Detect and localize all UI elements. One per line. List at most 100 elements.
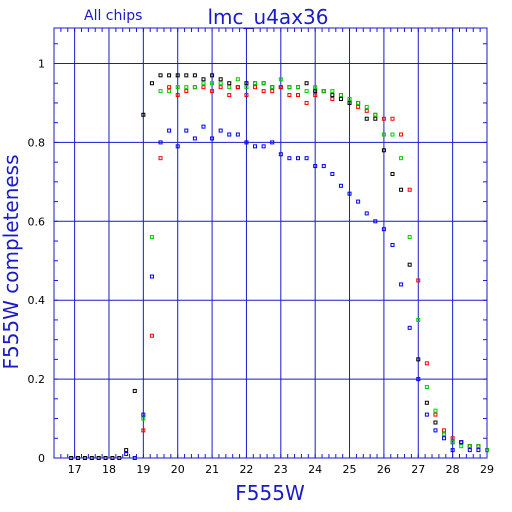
data-point-blue (424, 412, 429, 417)
data-point-blue (201, 124, 206, 129)
data-point-blue (373, 219, 378, 224)
data-point-black (304, 81, 309, 86)
data-point-blue (261, 144, 266, 149)
x-tick-label: 25 (343, 463, 357, 476)
data-point-black (364, 116, 369, 121)
data-point-green (304, 89, 309, 94)
data-point-red (304, 100, 309, 105)
x-tick-label: 26 (377, 463, 391, 476)
data-point-black (227, 81, 232, 86)
data-point-black (124, 448, 129, 453)
data-point-green (459, 444, 464, 449)
data-point-black (201, 77, 206, 82)
data-point-red (450, 436, 455, 441)
data-point-green (253, 81, 258, 86)
chart-title: lmc_u4ax36 (208, 5, 329, 29)
data-point-red (287, 93, 292, 98)
data-point-green (399, 156, 404, 161)
data-point-blue (364, 211, 369, 216)
data-point-blue (467, 448, 472, 453)
data-point-blue (244, 140, 249, 145)
data-point-red (433, 412, 438, 417)
data-point-green (313, 85, 318, 90)
y-tick-label: 0 (38, 452, 45, 465)
data-point-blue (390, 242, 395, 247)
data-point-black (175, 73, 180, 78)
data-point-blue (416, 377, 421, 382)
chart-subtitle: All chips (84, 8, 142, 24)
data-point-green (287, 85, 292, 90)
data-point-blue (235, 132, 240, 137)
data-point-green (141, 416, 146, 421)
data-point-black (373, 116, 378, 121)
x-tick-label: 23 (274, 463, 288, 476)
data-point-green (364, 104, 369, 109)
data-point-red (442, 428, 447, 433)
data-point-green (407, 235, 412, 240)
data-point-red (253, 85, 258, 90)
data-point-blue (278, 152, 283, 157)
data-point-blue (218, 128, 223, 133)
data-point-green (184, 85, 189, 90)
data-point-blue (175, 144, 180, 149)
data-point-red (244, 93, 249, 98)
data-point-red (167, 85, 172, 90)
data-point-green (244, 85, 249, 90)
data-point-green (210, 81, 215, 86)
x-tick-label: 29 (480, 463, 494, 476)
data-point-green (270, 85, 275, 90)
data-point-red (184, 89, 189, 94)
y-tick-label: 0.8 (28, 136, 46, 149)
data-point-red (201, 85, 206, 90)
data-point-green (338, 93, 343, 98)
data-point-blue (459, 440, 464, 445)
y-tick-label: 0.4 (28, 294, 46, 307)
data-point-blue (356, 199, 361, 204)
x-tick-label: 21 (205, 463, 219, 476)
data-point-black (381, 148, 386, 153)
data-point-blue (433, 428, 438, 433)
data-point-blue (227, 132, 232, 137)
x-tick-label: 17 (68, 463, 82, 476)
data-point-green (467, 444, 472, 449)
data-point-red (295, 93, 300, 98)
data-point-green (373, 112, 378, 117)
axes (53, 27, 488, 459)
data-point-black (399, 187, 404, 192)
data-point-red (278, 85, 283, 90)
data-point-red (210, 89, 215, 94)
data-point-green (167, 89, 172, 94)
x-tick-label: 22 (239, 463, 253, 476)
data-point-blue (304, 156, 309, 161)
data-point-blue (476, 448, 481, 453)
data-point-blue (321, 164, 326, 169)
data-point-black (244, 81, 249, 86)
data-point-black (347, 100, 352, 105)
x-tick-label: 19 (136, 463, 150, 476)
y-tick-label: 0.6 (28, 215, 46, 228)
data-point-black (407, 262, 412, 267)
x-axis-label: F555W (235, 481, 305, 505)
data-point-green (433, 408, 438, 413)
data-point-green (321, 89, 326, 94)
x-tick-label: 18 (102, 463, 116, 476)
data-point-red (313, 93, 318, 98)
data-point-red (158, 156, 163, 161)
data-point-red (235, 85, 240, 90)
data-point-blue (330, 171, 335, 176)
y-tick-label: 1 (38, 58, 45, 71)
data-point-red (141, 428, 146, 433)
x-tick-label: 27 (411, 463, 425, 476)
data-point-red (261, 89, 266, 94)
data-point-blue (347, 191, 352, 196)
data-point-green (347, 97, 352, 102)
data-point-blue (141, 412, 146, 417)
data-point-green (261, 81, 266, 86)
data-point-black (416, 357, 421, 362)
data-point-green (390, 132, 395, 137)
data-point-green (201, 81, 206, 86)
x-tick-label: 24 (308, 463, 322, 476)
data-point-red (175, 93, 180, 98)
